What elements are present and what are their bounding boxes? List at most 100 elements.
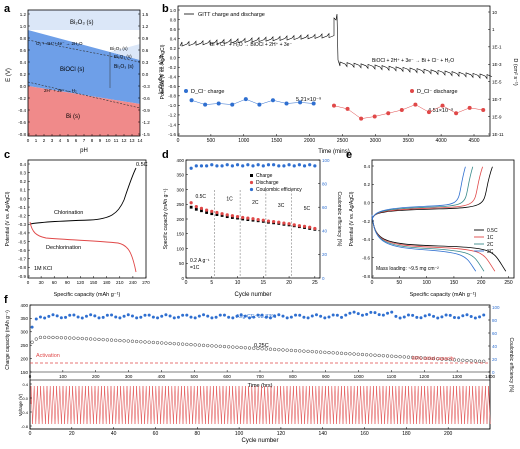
b-yr-label: 1 xyxy=(492,27,495,32)
d-discharge-point xyxy=(282,221,286,225)
d-discharge-point xyxy=(297,224,301,228)
f-capacity-point xyxy=(323,350,327,354)
d-ce-point xyxy=(297,163,301,167)
d-ce-point xyxy=(292,164,296,168)
d-y-label: 250 xyxy=(176,202,184,207)
f-capacity-point xyxy=(197,343,201,347)
d-charge-point xyxy=(225,215,229,219)
charge-d-point xyxy=(311,101,316,106)
b-y-label: -0.2 xyxy=(168,65,176,70)
d-yr-label: 40 xyxy=(322,229,328,234)
panel-a: Bi₂O₃ (s) BiOCl (s) Bi (s) Bi₂O₃ (s) O₂ … xyxy=(6,9,163,154)
a-y-label: 1.0 xyxy=(20,24,27,29)
discharge-d-point xyxy=(440,103,445,108)
panel-b-xlabel: Time (mins) xyxy=(318,149,349,155)
inset-y-ticks: 0.4 0.0 -0.4 -0.8 xyxy=(21,382,32,429)
f-ce-point xyxy=(172,316,176,320)
a-y-label: 0.8 xyxy=(20,36,27,41)
d-ce-point xyxy=(235,163,240,167)
f-ce-point xyxy=(469,314,473,318)
discharge-d-point xyxy=(359,116,364,121)
pourbaix-bi2o3-region xyxy=(28,10,140,30)
f-iy-label: -0.4 xyxy=(21,410,29,415)
f-ce-point xyxy=(139,315,143,319)
e-x-label: 250 xyxy=(504,280,513,286)
f-capacity-point xyxy=(264,347,268,351)
f-capacity-point xyxy=(277,348,281,352)
d-y-label: 150 xyxy=(176,232,184,237)
b-y-label: -0.6 xyxy=(168,84,176,89)
f-capacity-point xyxy=(38,335,43,339)
f-ce-point xyxy=(314,313,318,317)
d-discharge-point xyxy=(256,217,260,222)
f-ce-point xyxy=(93,314,97,318)
f-capacity-point xyxy=(168,341,172,346)
panel-f-y-ticks-right: 100 80 60 40 20 0 xyxy=(488,305,500,375)
region-label-bi2o3-right: Bi₂O₃ (s) xyxy=(114,64,134,70)
c-x-label: 30 xyxy=(39,280,45,285)
b-x-label: 4500 xyxy=(468,138,479,144)
rate-label: 1C xyxy=(226,197,233,203)
c-x-label: 270 xyxy=(142,280,150,285)
region-label-bi: Bi (s) xyxy=(66,114,80,120)
f-ce-point xyxy=(419,316,423,320)
e-x-label: 50 xyxy=(397,280,403,286)
f-capacity-point xyxy=(398,355,402,359)
f-x2-label: 200 xyxy=(92,374,100,379)
label-f-rate: 0.25C xyxy=(254,343,269,349)
f-ce-points xyxy=(30,310,486,329)
c-y-label: -0.1 xyxy=(18,205,26,210)
f-ce-point xyxy=(473,316,477,320)
rate-label: 5C xyxy=(304,206,311,212)
f-yr-label: 0 xyxy=(492,370,495,375)
d-ce-point xyxy=(282,164,286,168)
e-y-label: -0.4 xyxy=(362,237,370,242)
rate-label: 0.5C xyxy=(195,194,206,200)
charge-d-line xyxy=(191,98,314,105)
d-discharge-point xyxy=(272,220,276,224)
c-y-label: -0.6 xyxy=(18,248,26,253)
a-yr-label: 0.6 xyxy=(142,48,149,53)
f-ce-point xyxy=(181,313,185,317)
f-capacity-point xyxy=(201,343,206,347)
f-ce-point xyxy=(151,315,155,319)
f-ce-point xyxy=(89,313,93,317)
f-capacity-point xyxy=(114,338,118,342)
b-y-label: -1.2 xyxy=(168,113,176,118)
label-dechlorination: Dechlorination xyxy=(46,245,81,251)
f-capacity-point xyxy=(143,340,147,344)
f-x2-label: 900 xyxy=(322,374,330,379)
panel-c: 0.5C Chlorination Dechlorination 1M KCl … xyxy=(5,159,150,298)
discharge-d-point xyxy=(345,106,350,111)
e-x-label: 150 xyxy=(450,280,459,286)
f-ce-point xyxy=(411,313,415,317)
panel-f-xlabel: Cycle number xyxy=(241,438,278,444)
rate-separators xyxy=(214,190,292,278)
discharge-d-point xyxy=(332,103,336,108)
f-ce-point xyxy=(440,315,444,319)
a-x-label: 2 xyxy=(43,138,46,143)
d-discharge-point xyxy=(205,208,209,212)
f-x-label: 20 xyxy=(69,431,75,437)
discharge-d-point xyxy=(467,105,472,110)
f-ce-point xyxy=(348,311,352,315)
f-capacity-point xyxy=(348,352,352,356)
f-capacity-point xyxy=(68,336,72,340)
b-x-label: 3500 xyxy=(403,138,414,144)
a-y-label: 0.0 xyxy=(20,84,27,89)
label-electrolyte: 1M KCl xyxy=(34,266,52,272)
panel-e-frame xyxy=(371,159,515,279)
annotation-h2: 2H⁺ + 2e⁻ → H₂ xyxy=(44,88,77,93)
panel-letter-c: c xyxy=(4,149,10,161)
f-capacity-point xyxy=(260,347,264,351)
f-ce-point xyxy=(394,314,398,318)
f-x2-label: 300 xyxy=(125,374,133,379)
panel-e-xlabel: Specific capacity (mAh g⁻¹) xyxy=(410,292,477,298)
f-y-label: 350 xyxy=(20,316,28,321)
d-x-label: 5 xyxy=(210,280,213,286)
f-ce-point xyxy=(202,313,206,317)
panel-letter-f: f xyxy=(4,294,8,306)
b-y-label: 1.0 xyxy=(170,8,177,13)
f-capacity-point xyxy=(55,335,59,340)
